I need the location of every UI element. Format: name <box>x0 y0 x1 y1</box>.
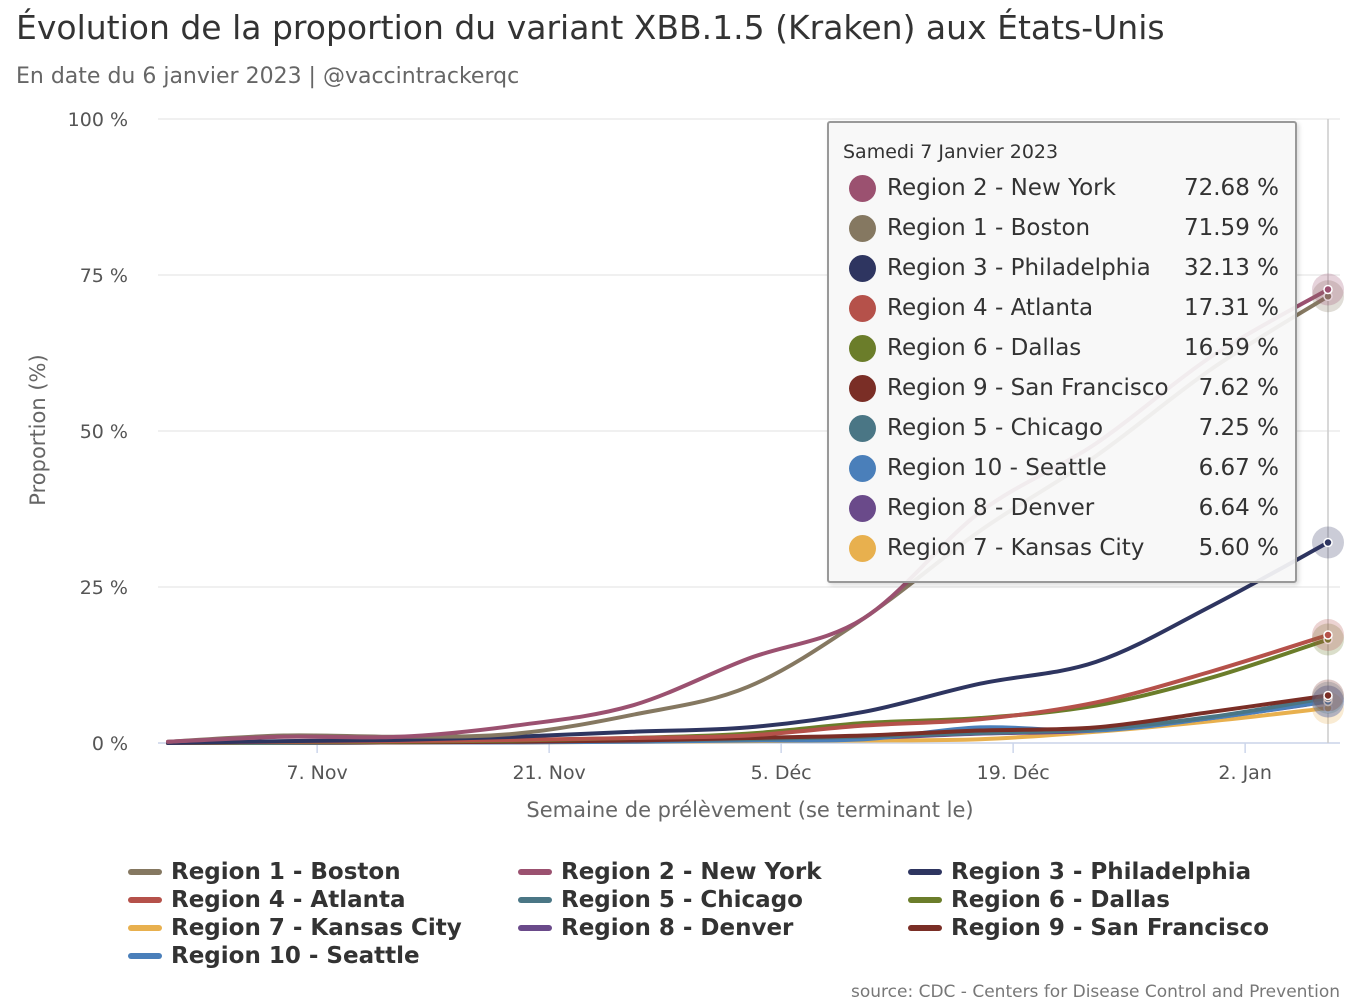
legend-swatch <box>518 869 552 875</box>
tooltip-row: Region 5 - Chicago 7.25 % <box>849 413 1279 443</box>
source-credit: source: CDC - Centers for Disease Contro… <box>850 982 1340 1002</box>
legend-item[interactable]: Region 4 - Atlanta <box>128 886 406 914</box>
legend-item[interactable]: Region 8 - Denver <box>518 914 793 942</box>
tooltip-series-value: 5.60 % <box>1198 535 1279 561</box>
tooltip-dot <box>849 254 876 282</box>
tooltip-row: Region 1 - Boston 71.59 % <box>849 213 1279 243</box>
tooltip-series-name: Region 8 - Denver <box>887 495 1095 521</box>
legend-label: Region 6 - Dallas <box>951 887 1170 913</box>
x-axis-ticks: 7. Nov 21. Nov 5. Déc 19. Déc 2. Jan <box>287 743 1272 784</box>
legend-label: Region 4 - Atlanta <box>171 887 406 913</box>
data-point[interactable] <box>1323 284 1333 295</box>
legend-label: Region 5 - Chicago <box>561 887 803 913</box>
legend-swatch <box>518 897 552 903</box>
tooltip-dot <box>849 494 876 522</box>
tooltip-series-name: Region 2 - New York <box>887 175 1116 201</box>
legend-item[interactable]: Region 3 - Philadelphia <box>908 858 1251 886</box>
tooltip-row: Region 8 - Denver 6.64 % <box>849 493 1279 523</box>
legend-swatch <box>908 869 942 875</box>
line-chart[interactable]: 0 % 25 % 50 % 75 % 100 % 7. Nov 21. Nov 5. Déc… <box>0 0 1356 850</box>
y-tick-label: 0 % <box>92 733 128 755</box>
tooltip-series-value: 16.59 % <box>1183 335 1279 361</box>
legend-swatch <box>128 869 162 875</box>
y-tick-label: 25 % <box>80 577 128 599</box>
x-tick-label: 21. Nov <box>512 762 585 784</box>
tooltip-row: Region 2 - New York 72.68 % <box>849 173 1279 203</box>
data-point[interactable] <box>1323 537 1333 548</box>
legend-item[interactable]: Region 2 - New York <box>518 858 822 886</box>
y-tick-label: 100 % <box>68 109 128 131</box>
tooltip-series-value: 7.62 % <box>1198 375 1279 401</box>
legend-swatch <box>908 897 942 903</box>
y-axis-title: Proportion (%) <box>26 354 50 505</box>
legend-swatch <box>518 925 552 931</box>
tooltip-dot <box>849 414 876 442</box>
data-point[interactable] <box>1323 690 1333 701</box>
tooltip-series-value: 72.68 % <box>1183 175 1279 201</box>
tooltip-row: Region 10 - Seattle 6.67 % <box>849 453 1279 483</box>
tooltip-series-name: Region 1 - Boston <box>887 215 1091 241</box>
legend-swatch <box>908 925 942 931</box>
legend-item[interactable]: Region 7 - Kansas City <box>128 914 462 942</box>
tooltip-dot <box>849 334 876 362</box>
series-line[interactable] <box>166 540 1330 745</box>
y-tick-label: 50 % <box>80 421 128 443</box>
legend-swatch <box>128 953 162 959</box>
tooltip-dot <box>849 534 876 562</box>
tooltip-row: Region 7 - Kansas City 5.60 % <box>849 533 1279 563</box>
tooltip-series-name: Region 5 - Chicago <box>887 415 1104 441</box>
tooltip-series-value: 32.13 % <box>1183 255 1279 281</box>
legend-label: Region 1 - Boston <box>171 859 401 885</box>
data-point[interactable] <box>1323 630 1333 640</box>
legend-label: Region 3 - Philadelphia <box>951 859 1252 885</box>
tooltip-dot <box>849 174 876 202</box>
x-tick-label: 2. Jan <box>1218 762 1271 784</box>
y-tick-label: 75 % <box>80 265 128 287</box>
tooltip-row: Region 9 - San Francisco 7.62 % <box>849 373 1279 403</box>
tooltip-series-name: Region 6 - Dallas <box>887 335 1082 361</box>
tooltip-series-name: Region 4 - Atlanta <box>887 295 1094 321</box>
tooltip-series-name: Region 7 - Kansas City <box>887 535 1145 561</box>
legend-item[interactable]: Region 1 - Boston <box>128 858 401 886</box>
x-axis-title: Semaine de prélèvement (se terminant le) <box>526 798 973 822</box>
y-axis-ticks: 0 % 25 % 50 % 75 % 100 % <box>68 109 128 755</box>
legend-item[interactable]: Region 10 - Seattle <box>128 942 420 970</box>
legend-label: Region 7 - Kansas City <box>171 915 462 941</box>
tooltip-series-value: 7.25 % <box>1198 415 1279 441</box>
legend-item[interactable]: Region 9 - San Francisco <box>908 914 1269 942</box>
legend-swatch <box>128 897 162 903</box>
tooltip-date: Samedi 7 Janvier 2023 <box>843 141 1059 163</box>
tooltip-series-name: Region 3 - Philadelphia <box>887 255 1151 281</box>
tooltip-series-value: 6.64 % <box>1198 495 1279 521</box>
legend-item[interactable]: Region 6 - Dallas <box>908 886 1170 914</box>
tooltip-series-value: 71.59 % <box>1183 215 1279 241</box>
tooltip-dot <box>849 374 876 402</box>
tooltip-series-name: Region 9 - San Francisco <box>887 375 1169 401</box>
tooltip-row: Region 4 - Atlanta 17.31 % <box>849 293 1279 323</box>
tooltip-dot <box>849 454 876 482</box>
legend-label: Region 8 - Denver <box>561 915 794 941</box>
tooltip-dot <box>849 214 876 242</box>
chart-subtitle: En date du 6 janvier 2023 | @vaccintrack… <box>16 64 520 89</box>
x-tick-label: 19. Déc <box>977 762 1050 784</box>
tooltip-series-value: 17.31 % <box>1183 295 1279 321</box>
hover-markers <box>1312 273 1344 725</box>
legend-label: Region 9 - San Francisco <box>951 915 1269 941</box>
tooltip-row: Region 6 - Dallas 16.59 % <box>849 333 1279 363</box>
legend-label: Region 10 - Seattle <box>171 943 420 969</box>
chart-tooltip: Samedi 7 Janvier 2023 Region 2 - New Yor… <box>827 121 1297 583</box>
legend-swatch <box>128 925 162 931</box>
tooltip-series-value: 6.67 % <box>1198 455 1279 481</box>
chart-title: Évolution de la proportion du variant XB… <box>16 8 1165 47</box>
legend-label: Region 2 - New York <box>561 859 822 885</box>
x-tick-label: 5. Déc <box>751 762 812 784</box>
tooltip-dot <box>849 294 876 322</box>
tooltip-row: Region 3 - Philadelphia 32.13 % <box>849 253 1279 283</box>
x-tick-label: 7. Nov <box>287 762 348 784</box>
legend-item[interactable]: Region 5 - Chicago <box>518 886 803 914</box>
tooltip-series-name: Region 10 - Seattle <box>887 455 1107 481</box>
